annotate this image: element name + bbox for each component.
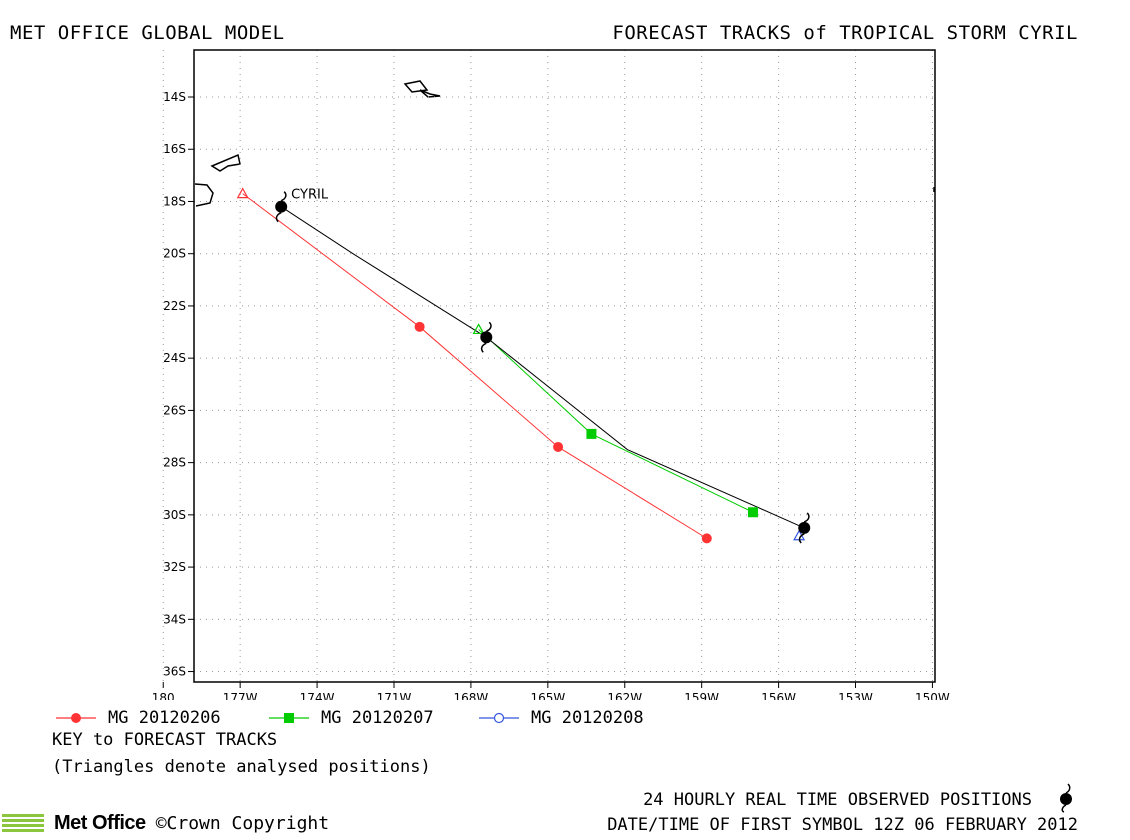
analysed-position-triangle [472,323,485,335]
forecast-point-red [553,441,564,452]
legend-item-mg-20120207: MG 20120207 [265,708,434,728]
x-tick-label: 162W [607,691,642,700]
observed-storm-symbol [480,321,493,353]
observed-positions-label: 24 HOURLY REAL TIME OBSERVED POSITIONS [643,790,1032,810]
storm-symbol-arm [485,321,492,332]
y-tick-label: 36S [163,665,186,679]
y-tick-label: 16S [163,142,186,156]
legend-label: MG 20120206 [108,708,221,728]
track-line [280,206,805,529]
track-line [242,193,708,539]
y-tick-label: 20S [163,247,186,261]
x-axis-ticks: 180 177W 174W 171W 168W 165W 162W 159W 156W 153W 1… [152,682,950,700]
legend-swatch-red-circle [56,713,96,723]
observed-storm-symbol [275,191,288,223]
y-tick-label: 34S [163,612,186,626]
coastline-island-west-edge [194,183,214,207]
brand-name: Met Office [54,811,146,834]
coastline-outlines [194,80,935,207]
key-title: KEY to FORECAST TRACKS [52,730,278,750]
legend-swatch-green-square [269,713,309,723]
plot-frame [193,49,936,683]
x-tick-label: 174W [300,691,335,700]
track-line [478,329,754,513]
storm-symbol-arm [280,191,287,202]
coastline-island-west [210,153,241,172]
storm-symbol-arm [798,533,805,544]
x-tick-label: 156W [761,691,796,700]
grid-lines [162,50,935,682]
y-tick-label: 30S [163,508,186,522]
legend-swatch-blue-open-circle [479,712,519,724]
legend-item-mg-20120208: MG 20120208 [475,708,644,728]
first-symbol-datetime: DATE/TIME OF FIRST SYMBOL 12Z 06 FEBRUAR… [607,815,1078,835]
y-tick-label: 24S [163,351,186,365]
storm-symbol-arm [803,512,810,523]
key-note: (Triangles denote analysed positions) [52,757,431,777]
forecast-tracks [242,193,805,539]
copyright-text: ©Crown Copyright [155,812,330,834]
header-model-name: MET OFFICE GLOBAL MODEL [10,22,285,44]
forecast-point-green [747,507,758,518]
legend-label: MG 20120208 [531,708,644,728]
legend-label: MG 20120207 [321,708,434,728]
x-tick-label: 168W [454,691,489,700]
met-office-logo-icon [2,814,44,832]
y-tick-label: 28S [163,456,186,470]
storm-symbol-core [798,521,811,534]
forecast-point-red [701,533,712,544]
met-office-brand: Met Office ©Crown Copyright [2,810,329,836]
y-tick-label: 14S [163,90,186,104]
coastline-island-north [403,80,441,98]
legend-item-mg-20120206: MG 20120206 [52,708,221,728]
analysed-position-triangle [236,187,249,199]
forecast-point-green [586,428,597,439]
x-tick-label: 153W [838,691,873,700]
track-markers [236,187,811,544]
x-tick-label: 159W [684,691,719,700]
y-tick-label: 18S [163,194,186,208]
storm-symbol-core [480,331,493,344]
y-tick-label: 32S [163,560,186,574]
storm-symbol-arm [275,211,282,223]
x-tick-label: 180 [152,691,175,700]
forecast-point-red [414,321,425,332]
storm-symbol-arm [480,342,487,353]
y-axis-ticks: 14S 16S 18S 20S 22S 24S 26S 28S 30S 32S 34S 36S [163,90,194,679]
observed-storm-symbol [798,512,811,544]
chart-title: FORECAST TRACKS of TROPICAL STORM CYRIL [612,22,1078,44]
forecast-track-chart: 180 177W 174W 171W 168W 165W 162W 159W 156W 153W 1… [152,49,950,700]
storm-name-label: CYRIL [291,188,329,203]
x-tick-label: 177W [223,691,258,700]
x-tick-label: 171W [377,691,412,700]
y-tick-label: 26S [163,403,186,417]
x-tick-label: 150W [915,691,950,700]
y-tick-label: 22S [163,299,186,313]
storm-symbol-core [275,200,288,213]
x-tick-label: 165W [530,691,565,700]
storm-symbol-icon [1060,783,1072,813]
